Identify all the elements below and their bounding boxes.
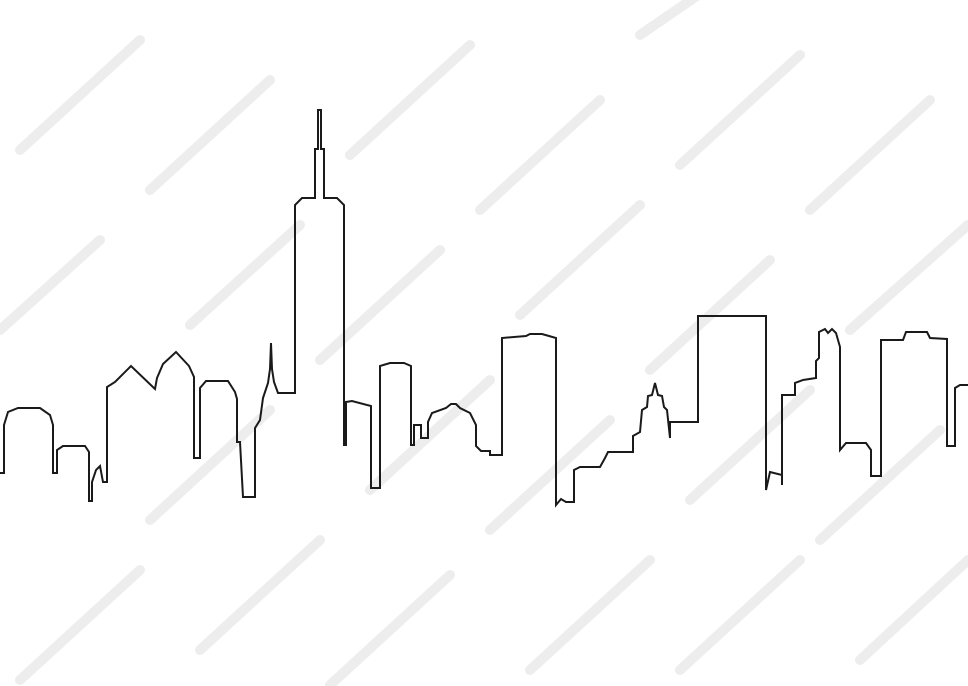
skyline-outline: [0, 109, 968, 508]
